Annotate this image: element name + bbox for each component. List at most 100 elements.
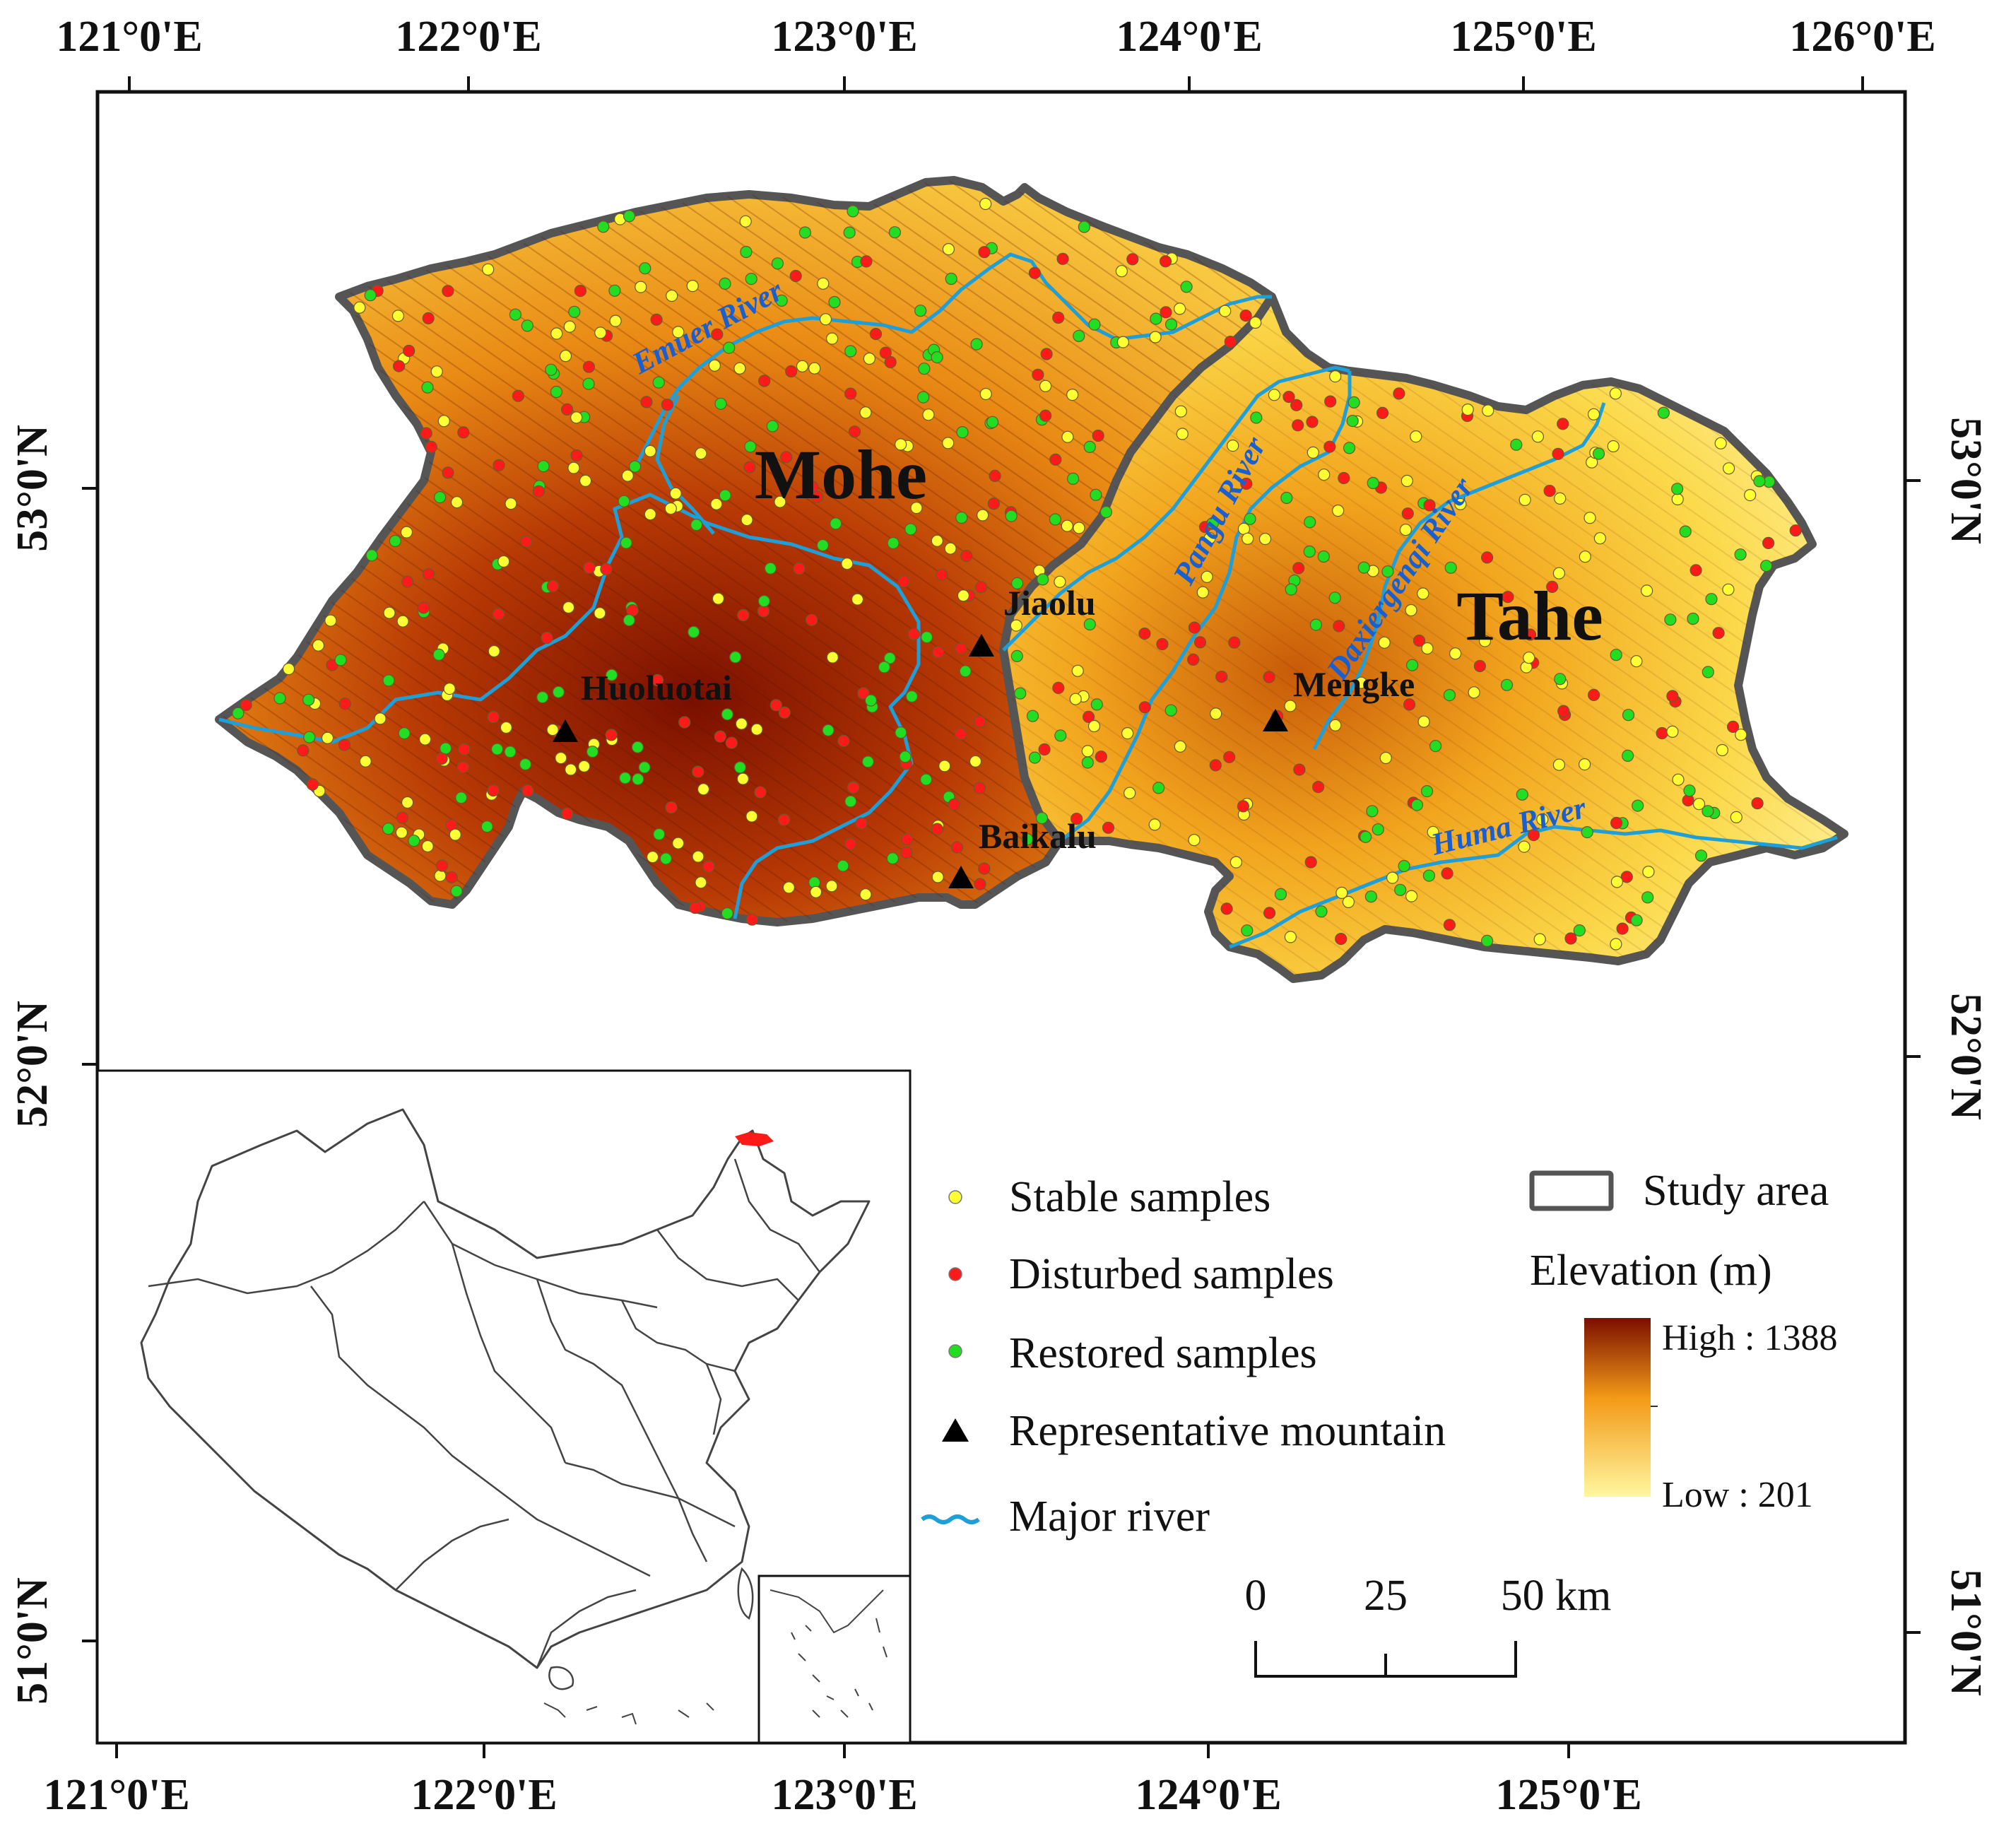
stable-sample-point: [562, 601, 575, 614]
stable-sample-point: [1518, 840, 1531, 853]
stable-sample-point: [644, 508, 656, 521]
stable-sample-point: [942, 243, 955, 256]
restored-sample-point: [1420, 784, 1434, 798]
restored-sample-point: [1026, 710, 1039, 722]
legend-river-label: Major river: [1009, 1493, 1210, 1541]
stable-sample-point: [321, 731, 334, 744]
restored-sample-point: [1073, 329, 1085, 342]
restored-sample-point: [828, 295, 841, 309]
stable-sample-point: [1478, 635, 1492, 647]
restored-sample-point: [1657, 406, 1670, 419]
restored-sample-point: [729, 651, 742, 664]
stable-sample-point: [1449, 647, 1462, 660]
restored-sample-point: [1150, 312, 1162, 325]
disturbed-sample-point: [1040, 348, 1053, 360]
restored-sample-point: [1734, 548, 1747, 561]
disturbed-sample-point: [1223, 751, 1236, 763]
scale-bar: 0 25 50 km: [1245, 1572, 1611, 1678]
disturbed-sample-point: [901, 832, 914, 846]
restored-sample-point: [623, 210, 636, 223]
stable-sample-point: [1378, 636, 1391, 649]
disturbed-sample-point: [879, 346, 892, 359]
stable-sample-point: [621, 469, 634, 482]
bottom-lon-label: 123°0'E: [771, 1771, 917, 1819]
disturbed-sample-point: [1032, 368, 1044, 381]
restored-sample-point: [1694, 849, 1708, 862]
disturbed-sample-point: [640, 396, 653, 408]
river-emuer: [634, 252, 1272, 468]
mohe-terrain: [219, 180, 1272, 922]
stable-sample-point: [1533, 933, 1546, 946]
province-boundaries: [148, 1158, 820, 1669]
disturbed-sample-point: [785, 365, 798, 378]
stable-sample-point: [1230, 856, 1243, 869]
river-huma: [1229, 825, 1838, 949]
hainan-island: [548, 1666, 574, 1690]
restored-sample-point: [1366, 805, 1379, 818]
disturbed-sample-point: [487, 710, 500, 724]
stable-sample-point: [931, 534, 943, 547]
restored-sample-point: [905, 690, 919, 703]
stable-sample-point: [1482, 404, 1494, 417]
stable-sample-point: [1039, 379, 1052, 392]
restored-sample-point: [1078, 220, 1091, 233]
stable-sample-point: [1386, 871, 1399, 884]
disturbed-sample-point: [725, 736, 738, 749]
stable-sample-point: [1087, 719, 1101, 733]
sample-points: [232, 197, 1802, 951]
disturbed-sample-point: [457, 426, 470, 439]
stable-sample-point: [1355, 676, 1368, 689]
disturbed-sample-point: [1263, 907, 1276, 919]
disturbed-sample-point: [1290, 399, 1303, 411]
stable-sample-point: [1671, 493, 1684, 506]
disturbed-sample-point: [855, 817, 868, 830]
stable-sample-point: [931, 871, 944, 883]
restored-sample-point: [1630, 914, 1643, 926]
disturbed-sample-point: [973, 782, 986, 794]
stable-sample-point: [1714, 437, 1727, 449]
disturbed-sample-point: [737, 608, 750, 622]
disturbed-sample-point: [932, 646, 945, 659]
disturbed-sample-point: [1292, 562, 1305, 575]
restored-sample-point: [1360, 830, 1372, 843]
stable-sample-point: [1081, 745, 1094, 758]
disturbed-sample-point: [1751, 797, 1764, 810]
disturbed-sample-point: [605, 729, 618, 741]
restored-sample-point: [721, 708, 733, 721]
restored-sample-point: [1702, 666, 1714, 678]
disturbed-sample-point: [435, 859, 449, 872]
stable-sample-point: [695, 876, 707, 889]
disturbed-sample-point: [1335, 932, 1348, 946]
legend-elevation-high: High : 1388: [1662, 1318, 1837, 1358]
restored-sample-point: [1049, 513, 1062, 526]
south-china-sea-inset: [757, 1575, 912, 1744]
disturbed-sample-point: [600, 563, 613, 576]
restored-sample-point: [1357, 561, 1370, 574]
right-lat-label: 53°0'N: [1942, 417, 1990, 544]
stable-sample-point: [1061, 519, 1073, 532]
stable-sample-point: [400, 526, 413, 538]
restored-sample-point: [455, 791, 468, 804]
restored-sample-point: [639, 262, 651, 275]
restored-sample-point: [1343, 442, 1356, 454]
disturbed-sample-point: [1188, 621, 1201, 634]
stable-sample-point: [1061, 430, 1074, 443]
stable-sample-point: [938, 760, 951, 772]
disturbed-sample-point: [1052, 311, 1065, 324]
stable-sample-point: [1468, 686, 1480, 699]
restored-sample-point: [1481, 934, 1494, 948]
disturbed-sample-point: [1333, 620, 1345, 632]
disturbed-sample-point: [1564, 932, 1577, 945]
restored-sample-point: [490, 743, 504, 755]
stable-sample-point: [944, 542, 957, 555]
bottom-lon-label: 122°0'E: [411, 1771, 557, 1819]
restored-sample-point: [1429, 739, 1442, 753]
stable-sample-point: [1307, 446, 1319, 459]
disturbed-sample-point: [974, 581, 988, 594]
stable-sample-point: [666, 289, 678, 302]
stable-sample-point: [1010, 619, 1022, 632]
restored-sample-point: [883, 652, 896, 664]
stable-sample-point: [434, 869, 447, 882]
stable-sample-point: [1242, 532, 1254, 545]
